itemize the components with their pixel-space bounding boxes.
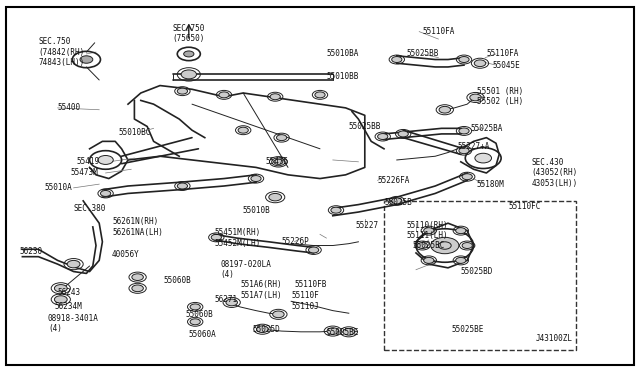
Circle shape (219, 92, 229, 98)
Circle shape (331, 207, 341, 213)
Text: 56261N(RH)
56261NA(LH): 56261N(RH) 56261NA(LH) (112, 217, 163, 237)
Circle shape (431, 237, 459, 254)
Circle shape (54, 285, 67, 292)
Text: 56234M: 56234M (54, 302, 82, 311)
Text: 55226FA: 55226FA (378, 176, 410, 185)
Circle shape (98, 155, 113, 164)
Text: 55025BB: 55025BB (349, 122, 381, 131)
Text: 55110FC: 55110FC (509, 202, 541, 211)
Text: 55110FA: 55110FA (422, 27, 455, 36)
Text: 55025BE: 55025BE (451, 325, 484, 334)
Text: 55227+A: 55227+A (458, 142, 490, 151)
Text: 55451M(RH)
55452M(LH): 55451M(RH) 55452M(LH) (214, 228, 260, 248)
Circle shape (100, 190, 111, 196)
Text: 56243: 56243 (58, 288, 81, 296)
Text: 55025D: 55025D (253, 325, 280, 334)
Text: 55400: 55400 (58, 103, 81, 112)
Circle shape (327, 328, 339, 334)
Text: SEC.380: SEC.380 (74, 204, 106, 213)
Circle shape (276, 135, 287, 141)
Circle shape (67, 260, 80, 268)
Circle shape (378, 134, 388, 140)
Text: 40056Y: 40056Y (112, 250, 140, 259)
Circle shape (238, 127, 248, 133)
Circle shape (190, 319, 200, 325)
Text: J43100ZL: J43100ZL (536, 334, 573, 343)
Circle shape (459, 57, 469, 62)
Circle shape (474, 60, 486, 67)
Text: 55010B: 55010B (242, 206, 270, 215)
Text: 55060B: 55060B (163, 276, 191, 285)
Text: 55025BB: 55025BB (406, 49, 439, 58)
Circle shape (184, 51, 194, 57)
Text: 55501 (RH)
55502 (LH): 55501 (RH) 55502 (LH) (477, 87, 523, 106)
Circle shape (257, 326, 268, 333)
Text: 55025BC: 55025BC (413, 241, 445, 250)
Circle shape (459, 128, 469, 134)
Circle shape (226, 299, 237, 306)
Circle shape (462, 243, 472, 248)
Circle shape (177, 183, 188, 189)
Text: SEC.430
(43052(RH)
43053(LH)): SEC.430 (43052(RH) 43053(LH)) (531, 158, 577, 188)
Text: 55010BB: 55010BB (326, 72, 359, 81)
Circle shape (475, 153, 492, 163)
Circle shape (398, 131, 408, 137)
Circle shape (269, 193, 282, 201)
Text: 55110FA: 55110FA (486, 49, 519, 58)
Circle shape (456, 257, 466, 263)
Text: 55025B: 55025B (384, 198, 412, 207)
Circle shape (439, 106, 451, 113)
Circle shape (470, 94, 481, 101)
Text: 55227: 55227 (355, 221, 378, 230)
Circle shape (424, 257, 434, 263)
Circle shape (343, 328, 355, 335)
Text: 56271: 56271 (214, 295, 237, 304)
Text: 55475: 55475 (266, 157, 289, 166)
Text: 55110FB: 55110FB (294, 280, 327, 289)
Text: 55180M: 55180M (477, 180, 504, 189)
Text: 55025BE: 55025BE (326, 328, 359, 337)
Text: 55110(RH)
55111(LH): 55110(RH) 55111(LH) (406, 221, 448, 240)
Text: 56230: 56230 (19, 247, 42, 256)
Text: 551A6(RH)
551A7(LH): 551A6(RH) 551A7(LH) (240, 280, 282, 300)
Circle shape (273, 311, 284, 318)
Text: 55045E: 55045E (493, 61, 520, 70)
Text: SEC.750
(74842(RH)
74843(LH)): SEC.750 (74842(RH) 74843(LH)) (38, 37, 84, 67)
Text: 55060A: 55060A (189, 330, 216, 339)
Text: 55473M: 55473M (70, 169, 98, 177)
Circle shape (424, 228, 434, 234)
Text: 08918-3401A
(4): 08918-3401A (4) (48, 314, 99, 333)
Circle shape (462, 174, 472, 180)
Circle shape (270, 94, 280, 100)
Circle shape (308, 247, 319, 253)
Circle shape (459, 148, 469, 154)
Text: 55060B: 55060B (186, 310, 213, 319)
Circle shape (80, 56, 93, 63)
Circle shape (251, 176, 261, 182)
Text: 08197-020LA
(4): 08197-020LA (4) (221, 260, 271, 279)
Circle shape (392, 57, 402, 62)
Circle shape (456, 228, 466, 234)
Circle shape (181, 70, 196, 79)
Text: 55110J: 55110J (291, 302, 319, 311)
Text: SEC.750
(75650): SEC.750 (75650) (173, 24, 205, 43)
Circle shape (190, 304, 200, 310)
Circle shape (132, 274, 143, 280)
Circle shape (417, 243, 428, 248)
Circle shape (211, 234, 221, 240)
Circle shape (54, 296, 67, 303)
Circle shape (177, 88, 188, 94)
Text: 55025BD: 55025BD (461, 267, 493, 276)
Text: 55025BA: 55025BA (470, 124, 503, 133)
Text: 55010A: 55010A (45, 183, 72, 192)
Text: 55110F: 55110F (291, 291, 319, 300)
Circle shape (315, 92, 325, 98)
Circle shape (274, 159, 283, 164)
Text: 55419: 55419 (77, 157, 100, 166)
Text: 55010BC: 55010BC (118, 128, 151, 137)
Circle shape (392, 198, 402, 204)
Text: 55226P: 55226P (282, 237, 309, 246)
Text: 55010BA: 55010BA (326, 49, 359, 58)
Circle shape (132, 285, 143, 292)
